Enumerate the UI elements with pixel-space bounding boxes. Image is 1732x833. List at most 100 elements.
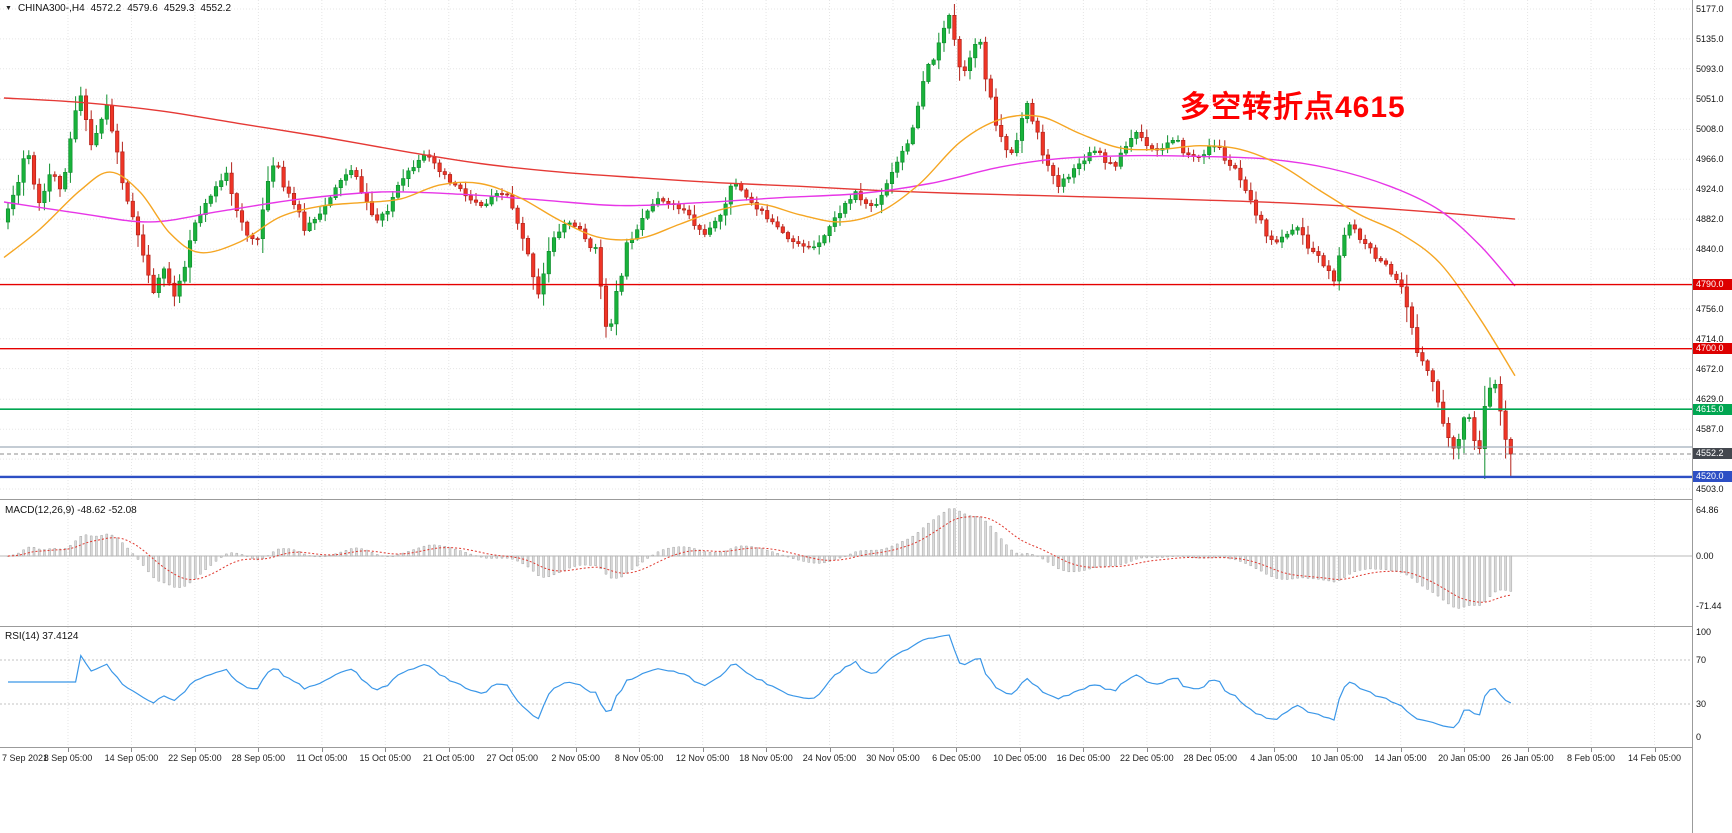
macd-signal-line xyxy=(7,516,1511,603)
badge-4520: 4520.0 xyxy=(1693,471,1732,483)
price-axis-label: 4882.0 xyxy=(1696,214,1724,225)
rsi-axis-label: 100 xyxy=(1696,627,1712,637)
down-candle-wicks xyxy=(33,4,1512,477)
ma-line-mid-magenta[interactable] xyxy=(3,154,1516,287)
time-axis-label: 28 Sep 05:00 xyxy=(231,753,286,763)
ohlc-high: 4579.6 xyxy=(127,3,158,14)
price-axis-separator xyxy=(1692,0,1693,833)
time-axis-label: 21 Oct 05:00 xyxy=(422,753,475,763)
price-axis-label: 5135.0 xyxy=(1696,33,1724,44)
price-axis-label: 4629.0 xyxy=(1696,394,1724,405)
price-axis-label: 5093.0 xyxy=(1696,63,1724,74)
price-axis-label: 4714.0 xyxy=(1696,333,1724,344)
panel-separator-macd-rsi[interactable] xyxy=(0,626,1732,627)
time-tick xyxy=(1210,748,1212,752)
ohlc-open: 4572.2 xyxy=(90,3,122,14)
price-axis-label: 4924.0 xyxy=(1696,184,1724,195)
rsi-panel[interactable] xyxy=(0,627,1692,747)
time-axis-label: 28 Dec 05:00 xyxy=(1183,753,1238,763)
time-axis-label: 10 Dec 05:00 xyxy=(993,753,1047,763)
price-chart-panel[interactable] xyxy=(0,0,1692,499)
price-axis-label: 4672.0 xyxy=(1696,363,1724,374)
macd-axis-label: 64.86 xyxy=(1696,505,1719,516)
time-axis-label: 14 Sep 05:00 xyxy=(104,753,159,763)
rsi-line xyxy=(8,634,1512,729)
time-axis[interactable]: 7 Sep 2021 8 Sep 05:00 14 Sep 05:00 22 Sep … xyxy=(0,748,1692,772)
time-tick xyxy=(321,748,323,752)
time-axis-label: 20 Jan 05:00 xyxy=(1438,753,1491,763)
time-tick xyxy=(512,748,514,752)
badge-current-price: 4552.2 xyxy=(1693,448,1732,460)
time-axis-label: 7 Sep 2021 xyxy=(2,753,49,763)
time-tick xyxy=(385,748,387,752)
rsi-axis-label: 0 xyxy=(1696,732,1702,742)
time-tick xyxy=(68,748,69,752)
time-axis-label: 14 Feb 05:00 xyxy=(1627,753,1682,763)
time-axis-label: 12 Nov 05:00 xyxy=(675,753,730,763)
time-axis-label: 26 Jan 05:00 xyxy=(1501,753,1554,763)
time-tick xyxy=(1464,748,1466,752)
macd-panel[interactable] xyxy=(0,501,1692,625)
price-axis[interactable]: 5177.0 5135.0 5093.0 5051.0 5008.0 4966.0 4924… xyxy=(1693,0,1732,833)
panel-separator-rsi-time xyxy=(0,747,1732,748)
price-axis-label: 5051.0 xyxy=(1696,93,1724,104)
ohlc-close: 4552.2 xyxy=(200,3,232,14)
badge-4615: 4615.0 xyxy=(1693,403,1732,415)
annotation-text: 多空转折点4615 xyxy=(1180,91,1406,124)
time-axis-label: 24 Nov 05:00 xyxy=(802,753,857,763)
time-tick xyxy=(702,748,704,752)
time-axis-label: 18 Nov 05:00 xyxy=(739,753,793,763)
time-tick xyxy=(892,748,894,752)
time-tick xyxy=(1083,748,1085,752)
time-axis-label: 8 Nov 05:00 xyxy=(614,753,664,763)
time-axis-label: 14 Jan 05:00 xyxy=(1374,753,1427,763)
time-axis-label: 6 Dec 05:00 xyxy=(932,753,981,763)
rsi-axis-label: 30 xyxy=(1696,699,1707,709)
time-axis-label: 27 Oct 05:00 xyxy=(486,753,538,763)
badge-4700: 4700.0 xyxy=(1693,343,1732,355)
time-tick xyxy=(1337,748,1339,752)
time-tick xyxy=(1146,748,1148,752)
time-tick xyxy=(956,748,958,752)
time-tick xyxy=(1400,748,1402,752)
time-axis-label: 2 Nov 05:00 xyxy=(551,753,600,763)
price-axis-label: 4587.0 xyxy=(1696,424,1724,435)
time-tick xyxy=(575,748,577,752)
symbol-ohlc-info: ▼ CHINA300-,H4 4572.2 4579.6 4529.3 4552… xyxy=(5,3,231,14)
rsi-axis-label: 70 xyxy=(1696,655,1707,665)
symbol-dropdown-icon[interactable]: ▼ xyxy=(5,5,12,12)
ma-line-slow-red[interactable] xyxy=(3,97,1516,220)
time-tick xyxy=(1654,748,1656,752)
time-tick xyxy=(1591,748,1593,752)
ma-line-fast-orange[interactable] xyxy=(3,114,1516,377)
time-tick xyxy=(829,748,831,752)
time-tick xyxy=(194,748,196,752)
time-tick xyxy=(258,748,260,752)
price-axis-label: 4966.0 xyxy=(1696,154,1724,165)
time-tick xyxy=(766,748,768,752)
price-axis-label: 5008.0 xyxy=(1696,124,1724,135)
macd-label: MACD(12,26,9) -48.62 -52.08 xyxy=(5,505,137,516)
up-candle-bodies xyxy=(5,15,1498,449)
symbol-timeframe-label: CHINA300-,H4 xyxy=(17,3,85,14)
macd-axis-label: 0.00 xyxy=(1696,551,1714,561)
time-tick xyxy=(1273,748,1275,752)
time-tick xyxy=(448,748,450,752)
panel-separator-main-macd[interactable] xyxy=(0,499,1732,500)
time-axis-label: 16 Dec 05:00 xyxy=(1056,753,1111,763)
macd-histogram xyxy=(6,508,1513,609)
time-axis-label: 10 Jan 05:00 xyxy=(1311,753,1364,763)
time-axis-label: 15 Oct 05:00 xyxy=(359,753,412,763)
time-axis-label: 22 Dec 05:00 xyxy=(1120,753,1174,763)
macd-axis-label: -71.44 xyxy=(1696,601,1722,612)
price-axis-label: 5177.0 xyxy=(1696,4,1724,14)
time-axis-label: 4 Jan 05:00 xyxy=(1250,753,1298,763)
badge-4790: 4790.0 xyxy=(1693,279,1732,291)
time-tick xyxy=(1527,748,1529,752)
time-axis-label: 8 Sep 05:00 xyxy=(43,753,93,763)
price-axis-label: 4503.0 xyxy=(1696,484,1724,494)
time-axis-label: 11 Oct 05:00 xyxy=(296,753,348,763)
price-axis-label: 4840.0 xyxy=(1696,244,1724,254)
down-candle-bodies xyxy=(31,15,1513,455)
